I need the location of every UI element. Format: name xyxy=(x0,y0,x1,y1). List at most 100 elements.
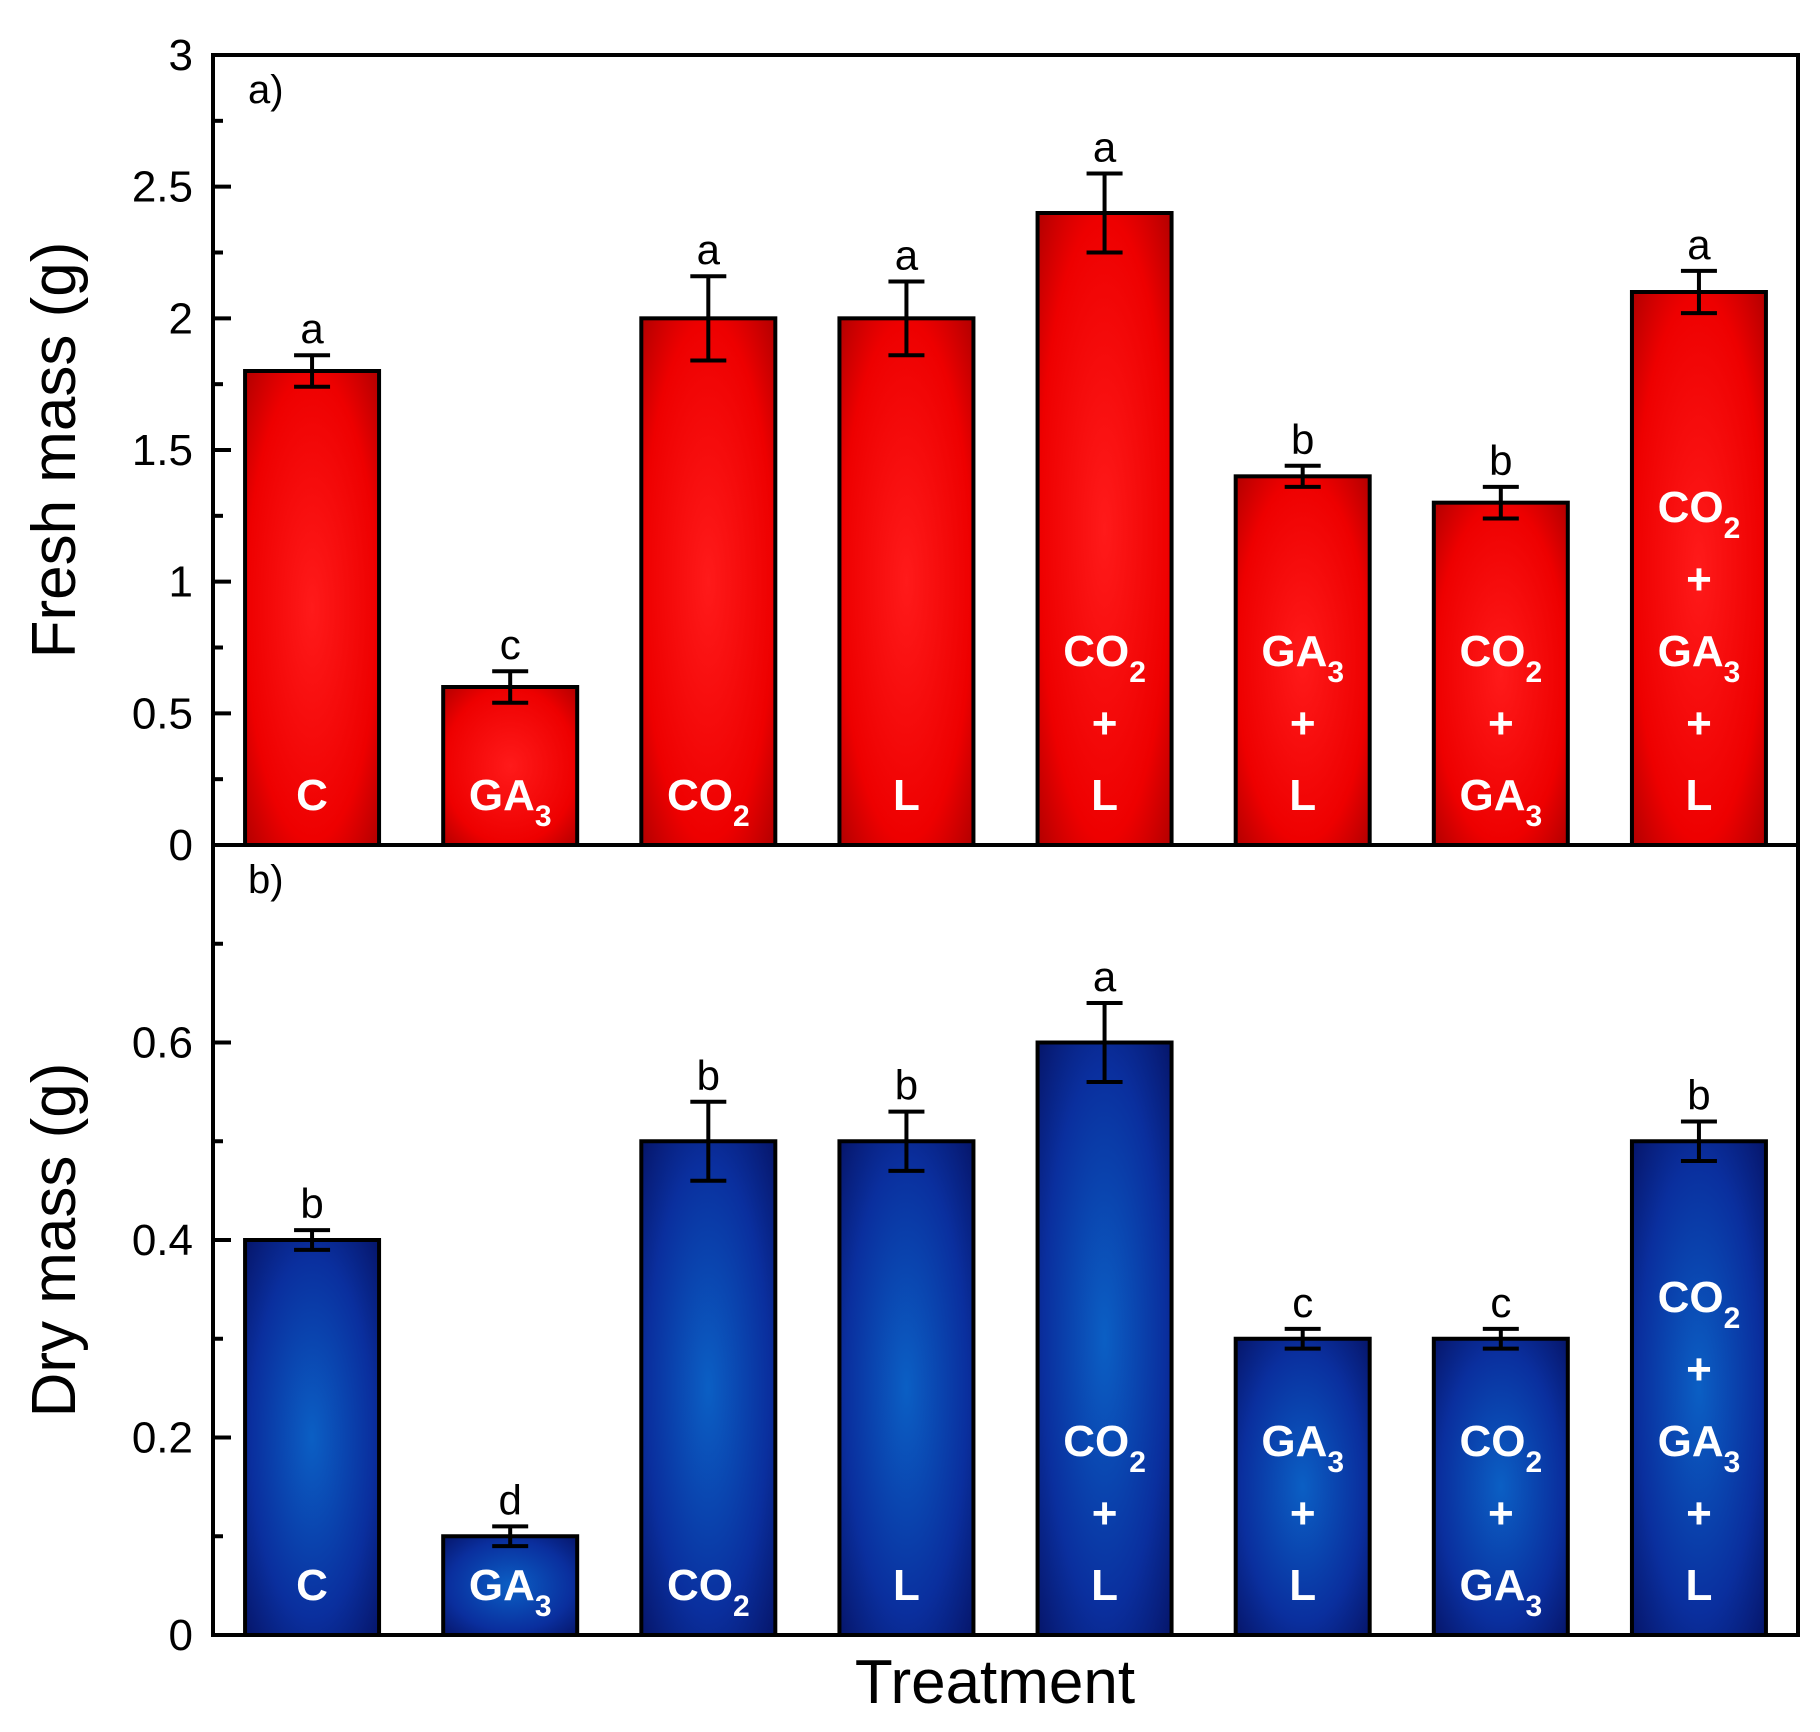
bar-category-label: CO2 xyxy=(1063,1417,1146,1479)
bar-fresh xyxy=(441,685,580,847)
bar-category-label: + xyxy=(1092,699,1118,748)
bar-category-label: GA3 xyxy=(1658,627,1741,689)
y-axis-title-dry: Dry mass (g) xyxy=(20,1063,89,1418)
panel-label-a: a) xyxy=(248,68,284,112)
bar-category-label: + xyxy=(1488,699,1514,748)
bar-group-dry: c GA3 + L xyxy=(1233,1279,1372,1637)
bar-category-label: CO2 xyxy=(667,1561,750,1623)
bar-group-dry: bC xyxy=(243,1180,382,1637)
bar-group-dry: bL xyxy=(837,1062,976,1637)
y-tick-label: 3 xyxy=(169,31,193,80)
bar-category-label: + xyxy=(1686,555,1712,604)
bar-category-label: GA3 xyxy=(1261,1417,1344,1479)
bar-group-dry: c CO2 + GA3 xyxy=(1431,1279,1570,1637)
significance-letter: b xyxy=(1687,1072,1710,1119)
y-axis-title-fresh: Fresh mass (g) xyxy=(20,242,89,659)
bar-group-fresh: a CO2 xyxy=(639,226,778,848)
bar-dry xyxy=(1035,1040,1174,1637)
bar-category-label: CO2 xyxy=(667,771,750,833)
significance-letter: b xyxy=(1291,416,1314,463)
y-tick-label: 0.6 xyxy=(132,1019,193,1068)
bar-category-label: + xyxy=(1488,1489,1514,1538)
bar-category-label: CO2 xyxy=(1658,1273,1741,1335)
bar-group-fresh: c GA3 xyxy=(441,621,580,847)
bar-category-label: CO2 xyxy=(1459,627,1542,689)
panel-dry-mass: b) Dry mass (g) Treatment 00.20.40.6 bCd… xyxy=(20,843,1800,1717)
bar-group-fresh: a CO2 + GA3 + L xyxy=(1629,221,1768,847)
bar-group-fresh: b GA3 + L xyxy=(1233,416,1372,847)
bar-category-label: + xyxy=(1092,1489,1118,1538)
significance-letter: b xyxy=(697,1052,720,1099)
bar-category-label: L xyxy=(1685,1561,1712,1610)
y-tick-label: 0 xyxy=(169,1611,193,1660)
bar-category-label: GA3 xyxy=(1459,1561,1542,1623)
bar-fresh xyxy=(1035,211,1174,847)
bar-category-label: L xyxy=(1091,1561,1118,1610)
bar-group-fresh: aL xyxy=(837,231,976,848)
bar-fresh xyxy=(639,316,778,848)
bar-group-fresh: b CO2 + GA3 xyxy=(1431,437,1570,847)
bar-category-label: + xyxy=(1290,1489,1316,1538)
significance-letter: a xyxy=(895,231,919,278)
bar-group-fresh: aC xyxy=(243,305,382,847)
y-tick-label: 0.4 xyxy=(132,1216,193,1265)
y-tick-label: 2.5 xyxy=(132,163,193,212)
bar-fresh xyxy=(837,316,976,848)
significance-letter: a xyxy=(1093,953,1117,1000)
bar-category-label: CO2 xyxy=(1658,483,1741,545)
bar-category-label: CO2 xyxy=(1063,627,1146,689)
bar-category-label: + xyxy=(1686,1489,1712,1538)
bar-category-label: GA3 xyxy=(1459,771,1542,833)
significance-letter: a xyxy=(1687,221,1711,268)
significance-letter: b xyxy=(1489,437,1512,484)
x-axis-title: Treatment xyxy=(855,1648,1135,1717)
significance-letter: c xyxy=(1292,1279,1313,1326)
panel-label-b: b) xyxy=(248,858,284,902)
significance-letter: a xyxy=(300,305,324,352)
significance-letter: b xyxy=(300,1180,323,1227)
bar-category-label: L xyxy=(893,771,920,820)
y-tick-label: 0.5 xyxy=(132,689,193,738)
bar-category-label: L xyxy=(893,1561,920,1610)
bar-category-label: L xyxy=(1289,1561,1316,1610)
significance-letter: d xyxy=(499,1476,522,1523)
bar-category-label: GA3 xyxy=(1261,627,1344,689)
bar-dry xyxy=(639,1139,778,1637)
significance-letter: c xyxy=(1490,1279,1511,1326)
panel-fresh-mass: a) Fresh mass (g) 00.511.522.53 aCcGA3aC… xyxy=(20,31,1800,870)
bar-category-label: + xyxy=(1686,699,1712,748)
bar-category-label: GA3 xyxy=(1658,1417,1741,1479)
bar-fresh xyxy=(243,369,382,847)
bar-fresh xyxy=(1431,500,1570,847)
significance-letter: b xyxy=(895,1062,918,1109)
bar-fresh xyxy=(1233,474,1372,847)
bar-dry xyxy=(243,1238,382,1637)
bar-dry xyxy=(1431,1336,1570,1637)
y-tick-label: 0 xyxy=(169,821,193,870)
significance-letter: c xyxy=(500,621,521,668)
bar-group-fresh: a CO2 + L xyxy=(1035,124,1174,847)
significance-letter: a xyxy=(1093,124,1117,171)
bar-category-label: L xyxy=(1289,771,1316,820)
y-tick-label: 1.5 xyxy=(132,426,193,475)
bar-group-dry: d GA3 xyxy=(441,1476,580,1637)
bar-fresh xyxy=(1629,290,1768,847)
bar-category-label: GA3 xyxy=(469,771,552,833)
bar-category-label: CO2 xyxy=(1459,1417,1542,1479)
bar-group-dry: b CO2 + GA3 + L xyxy=(1629,1072,1768,1637)
y-tick-label: 2 xyxy=(169,294,193,343)
bar-category-label: C xyxy=(296,1561,328,1610)
bar-group-dry: b CO2 xyxy=(639,1052,778,1637)
bar-dry xyxy=(1233,1336,1372,1637)
bar-category-label: C xyxy=(296,771,328,820)
bar-category-label: + xyxy=(1686,1345,1712,1394)
bar-category-label: GA3 xyxy=(469,1561,552,1623)
bar-category-label: L xyxy=(1091,771,1118,820)
significance-letter: a xyxy=(697,226,721,273)
bar-group-dry: a CO2 + L xyxy=(1035,953,1174,1637)
y-tick-label: 1 xyxy=(169,558,193,607)
bar-category-label: L xyxy=(1685,771,1712,820)
y-tick-label: 0.2 xyxy=(132,1414,193,1463)
bar-category-label: + xyxy=(1290,699,1316,748)
